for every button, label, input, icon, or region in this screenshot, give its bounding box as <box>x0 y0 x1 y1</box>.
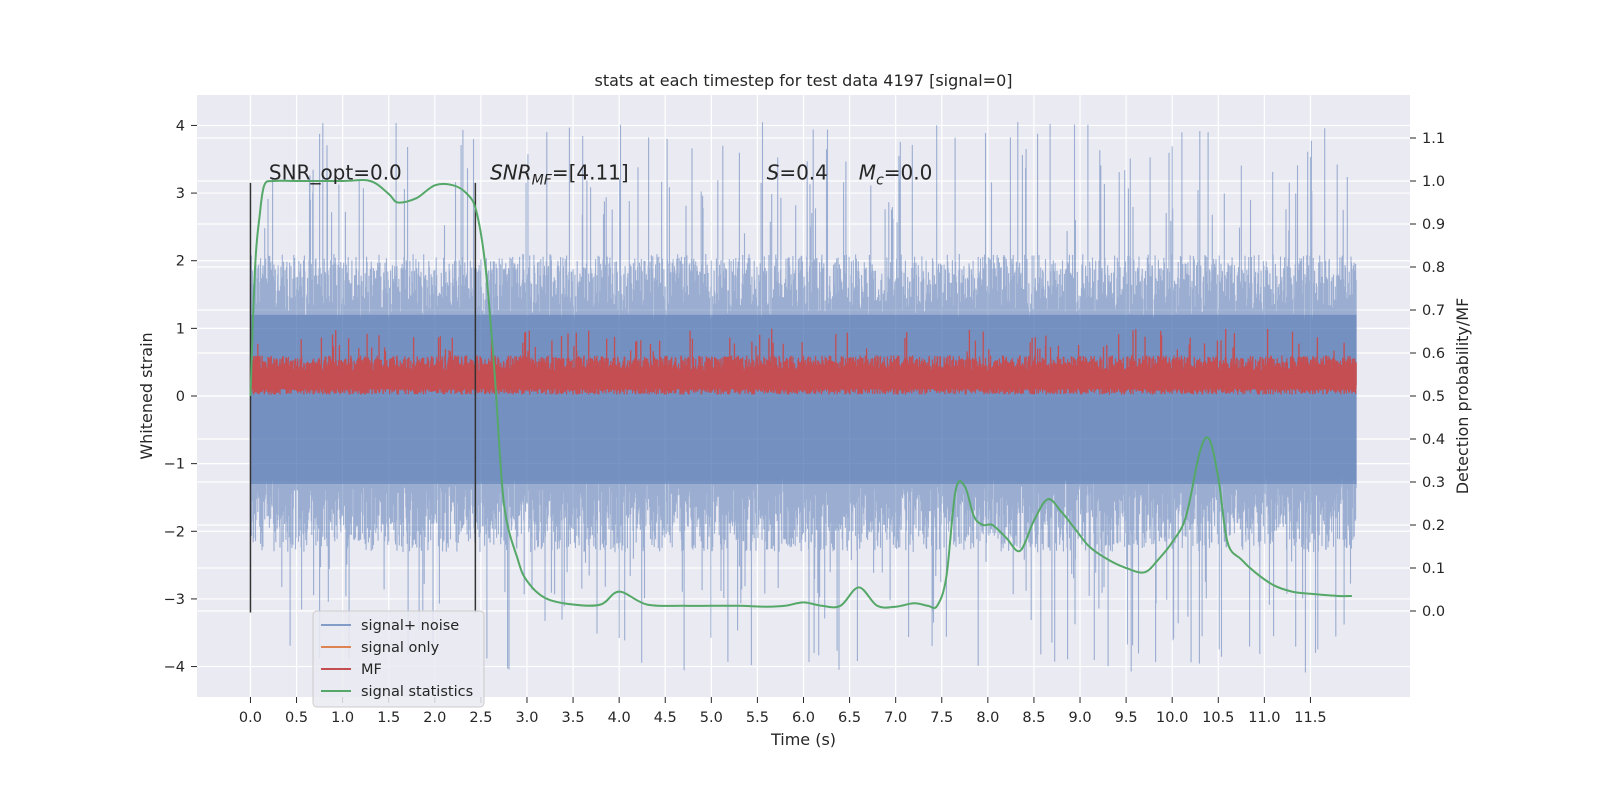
x-tick-label: 2.0 <box>423 710 446 726</box>
series-signal-statistics <box>249 179 1352 610</box>
y-tick-label: −2 <box>164 524 185 540</box>
y2-axis-label: Detection probability/MF <box>1453 298 1472 495</box>
y-tick-label: 2 <box>176 254 185 270</box>
y-tick-label: 1 <box>176 321 185 337</box>
x-tick-label: 4.0 <box>608 710 631 726</box>
x-tick-label: 9.0 <box>1068 710 1091 726</box>
x-axis-label: Time (s) <box>770 730 836 749</box>
mf-core <box>250 370 1357 390</box>
x-tick-label: 10.0 <box>1156 710 1188 726</box>
x-tick-label: 3.5 <box>562 710 585 726</box>
series-signal-noise <box>249 122 1357 673</box>
chart-title: stats at each timestep for test data 419… <box>594 71 1012 90</box>
y2-tick-label: 1.0 <box>1422 174 1445 190</box>
y2-tick-label: 0.2 <box>1422 518 1445 534</box>
x-tick-label: 4.5 <box>654 710 677 726</box>
series-mf <box>249 328 1357 395</box>
y-axis-right: 0.0 0.1 0.2 0.3 0.4 0.5 0.6 0.7 0.8 0.9 1.0 1.1 <box>1410 131 1445 620</box>
y2-tick-label: 0.4 <box>1422 432 1445 448</box>
annotation: SNR_opt=0.0 <box>269 161 402 185</box>
x-tick-label: 11.0 <box>1248 710 1280 726</box>
legend: signal+ noise signal only MF signal statist… <box>312 610 485 708</box>
x-tick-label: 8.0 <box>976 710 999 726</box>
x-tick-label: 7.0 <box>884 710 907 726</box>
x-tick-label: 1.0 <box>331 710 354 726</box>
legend-label: signal+ noise <box>361 618 459 634</box>
x-tick-label: 2.5 <box>469 710 492 726</box>
x-tick-label: 6.0 <box>792 710 815 726</box>
x-tick-label: 5.0 <box>700 710 723 726</box>
x-tick-label: 0.5 <box>285 710 308 726</box>
y2-tick-label: 0.3 <box>1422 475 1445 491</box>
annotations: SNR_opt=0.0 SNRMF=[4.11] S=0.4 Mc=0.0 <box>269 161 932 189</box>
x-tick-label: 3.0 <box>515 710 538 726</box>
y2-tick-label: 0.6 <box>1422 346 1445 362</box>
y-tick-label: 4 <box>176 118 185 134</box>
y-axis-label: Whitened strain <box>137 332 156 459</box>
y2-tick-label: 0.5 <box>1422 389 1445 405</box>
y-tick-label: −1 <box>164 457 185 473</box>
y2-tick-label: 0.9 <box>1422 217 1445 233</box>
x-tick-label: 0.0 <box>239 710 262 726</box>
x-tick-label: 10.5 <box>1202 710 1234 726</box>
y2-tick-label: 0.1 <box>1422 561 1445 577</box>
y2-tick-label: 1.1 <box>1422 131 1445 147</box>
x-tick-label: 1.5 <box>377 710 400 726</box>
annotation: S=0.4 <box>767 161 828 185</box>
y-tick-label: −3 <box>164 592 185 608</box>
signal-statistics-line <box>249 179 1352 610</box>
legend-label: MF <box>361 662 382 678</box>
x-tick-label: 7.5 <box>930 710 953 726</box>
y-axis-left: −4 −3 −2 −1 0 1 2 3 4 <box>164 118 197 676</box>
y2-tick-label: 0.0 <box>1422 604 1445 620</box>
legend-label: signal statistics <box>361 684 473 700</box>
x-tick-label: 8.5 <box>1022 710 1045 726</box>
vertical-lines <box>249 182 477 613</box>
y-tick-label: 0 <box>176 389 185 405</box>
y2-tick-label: 0.7 <box>1422 303 1445 319</box>
x-axis: 0.0 0.5 1.0 1.5 2.0 2.5 3.0 3.5 4.0 4.5 5.0 5.5 6.0 6… <box>239 697 1327 726</box>
annotation: Mc=0.0 <box>859 161 933 189</box>
annotation: SNRMF=[4.11] <box>490 161 629 189</box>
legend-label: signal only <box>361 640 440 656</box>
noise-core <box>250 314 1357 484</box>
y2-tick-label: 0.8 <box>1422 260 1445 276</box>
y-tick-label: −4 <box>164 660 185 676</box>
legend-box <box>312 610 485 708</box>
x-tick-label: 6.5 <box>838 710 861 726</box>
x-tick-label: 5.5 <box>746 710 769 726</box>
x-tick-label: 11.5 <box>1294 710 1326 726</box>
y-tick-label: 3 <box>176 186 185 202</box>
x-tick-label: 9.5 <box>1115 710 1138 726</box>
